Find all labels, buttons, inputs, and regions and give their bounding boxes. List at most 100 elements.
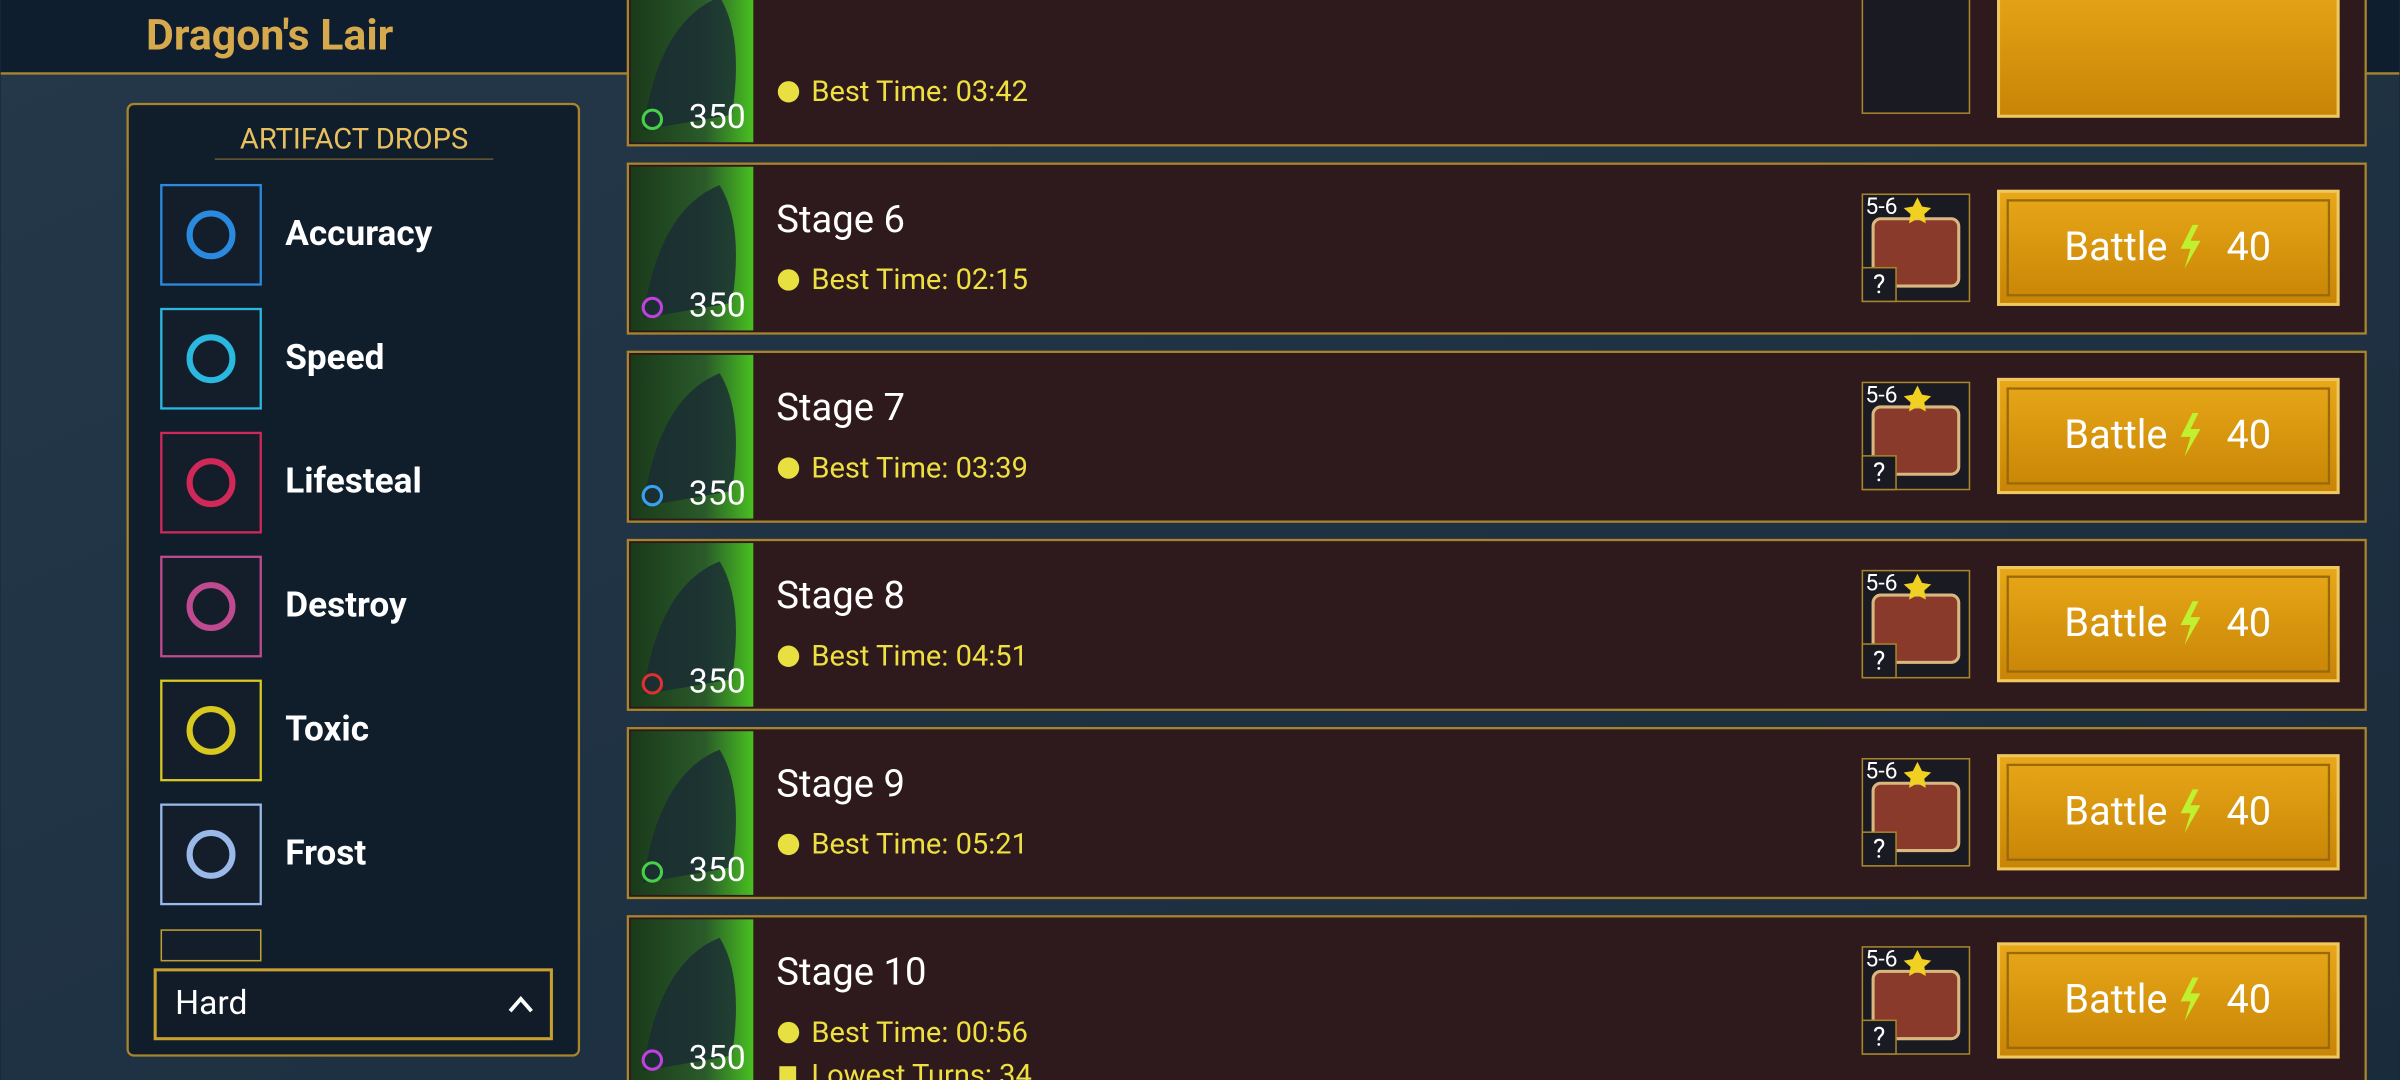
set-icon-frame: [160, 555, 262, 658]
boss-silhouette: [643, 185, 736, 319]
button-inner: [2006, 199, 2331, 297]
best-time: Best Time: 03:42: [811, 75, 1027, 109]
clock-icon: [777, 457, 800, 479]
reward-rank: 5-6: [1865, 758, 1897, 785]
affinity-icon: [641, 484, 664, 507]
set-icon-partial: [160, 929, 262, 962]
set-icon: [186, 582, 236, 632]
clock-icon: [777, 645, 800, 667]
stage-name: Stage 10: [776, 951, 926, 995]
clock-icon: [777, 81, 800, 103]
stage-name: Stage 8: [776, 574, 905, 618]
boss-silhouette: [643, 937, 736, 1071]
energy-cost: 40: [2226, 599, 2271, 646]
boss-power: 350: [689, 663, 746, 702]
set-item[interactable]: Toxic: [160, 679, 369, 782]
sidebar-title: ARTIFACT DROPS: [240, 122, 468, 156]
affinity-icon: [641, 296, 664, 319]
reward-rank: 5-6: [1865, 381, 1897, 408]
stage-name: Stage 9: [776, 762, 905, 806]
set-item[interactable]: Lifesteal: [160, 431, 422, 534]
reward-hint: ?: [1873, 1023, 1885, 1053]
energy-icon: [2180, 789, 2201, 834]
stage-row: 350 Stage 6 Best Time: 02:15 5-6? Battle 40: [626, 162, 2367, 335]
battle-button[interactable]: Battle 40: [1996, 377, 2340, 495]
set-name: Speed: [285, 336, 384, 378]
reward-rank: 5-6: [1865, 946, 1897, 973]
set-item[interactable]: Destroy: [160, 555, 407, 658]
star: [1903, 197, 1932, 224]
star: [1903, 573, 1932, 600]
set-icon-frame: [160, 431, 262, 534]
reward-hint: ?: [1873, 646, 1885, 676]
hint-box: [1861, 266, 1897, 303]
button-bg: [1996, 942, 2340, 1059]
button-inner: [2006, 387, 2331, 485]
screen-title: Dragon's Lair: [146, 11, 394, 61]
set-icon: [186, 210, 236, 260]
battle-button[interactable]: Battle 40: [1996, 189, 2340, 306]
energy-icon: [2180, 977, 2201, 1022]
button-inner: [2006, 951, 2331, 1050]
battle-button[interactable]: Battle 40: [1996, 754, 2340, 871]
clock-icon: [777, 269, 800, 291]
affinity-icon: [641, 1049, 664, 1071]
set-name: Toxic: [285, 708, 369, 750]
boss-silhouette: [643, 749, 736, 883]
button-label: Battle: [2064, 599, 2167, 646]
boss-power: 350: [689, 851, 746, 890]
energy-cost: 40: [2226, 975, 2271, 1022]
stage-list: 350 Best Time: 03:42 350 Stage 6 Best Time: …: [626, 0, 2367, 1080]
button-inner: [2006, 575, 2331, 673]
boss-power: 350: [689, 1039, 746, 1078]
battle-button[interactable]: Battle 40: [1996, 942, 2340, 1059]
energy-cost: 40: [2226, 223, 2271, 270]
energy-cost: 40: [2226, 787, 2271, 834]
clock-icon: [777, 1021, 800, 1044]
stage-row: 350 Stage 8 Best Time: 04:51 5-6? Battle 40: [626, 538, 2367, 711]
battle-button[interactable]: Battle 40: [1996, 566, 2340, 683]
star: [1903, 949, 1932, 976]
boss-power: 350: [689, 98, 746, 137]
turns-icon: [779, 1066, 797, 1080]
energy-icon: [2180, 413, 2201, 457]
button-inner: [2006, 763, 2331, 861]
set-item[interactable]: Frost: [160, 803, 366, 906]
boss-silhouette: [643, 0, 736, 131]
set-icon-frame: [160, 803, 262, 906]
set-icon-frame: [160, 183, 262, 286]
reward-frame: [1861, 0, 1971, 114]
boss-power: 350: [689, 286, 746, 325]
stage-row: 350 Stage 10 Best Time: 00:56 Lowest Turns:…: [626, 915, 2367, 1080]
stage-row: 350 Best Time: 03:42: [626, 0, 2367, 147]
affinity-icon: [641, 108, 664, 131]
reward-rank: 5-6: [1865, 569, 1897, 596]
affinity-icon: [641, 673, 664, 695]
boss-silhouette: [643, 561, 736, 695]
button-bg: [1996, 189, 2340, 306]
hint-box: [1861, 643, 1897, 679]
set-item[interactable]: Accuracy: [160, 183, 433, 286]
energy-icon: [2180, 224, 2201, 269]
best-time: Best Time: 05:21: [811, 828, 1027, 862]
button-label: Battle: [2064, 223, 2167, 270]
reward-hint: ?: [1873, 834, 1885, 864]
set-icon: [186, 829, 236, 879]
set-item[interactable]: Speed: [160, 307, 384, 410]
reward-hint: ?: [1873, 458, 1885, 488]
button-bg: [1996, 377, 2340, 495]
stage-row: 350 Stage 7 Best Time: 03:39 5-6? Battle 40: [626, 350, 2367, 523]
best-time: Best Time: 02:15: [811, 263, 1027, 297]
set-name: Lifesteal: [285, 460, 422, 502]
reward-rank: 5-6: [1865, 193, 1897, 220]
difficulty-dropdown[interactable]: Hard: [153, 968, 553, 1041]
difficulty-label: Hard: [175, 984, 247, 1023]
button-bg: [1996, 0, 2340, 118]
energy-icon: [2180, 601, 2201, 645]
set-icon: [186, 458, 236, 508]
stage-row: 350 Stage 9 Best Time: 05:21 5-6? Battle 40: [626, 727, 2367, 900]
hint-box: [1861, 455, 1897, 491]
hint-box: [1861, 831, 1897, 867]
set-icon: [186, 705, 236, 755]
